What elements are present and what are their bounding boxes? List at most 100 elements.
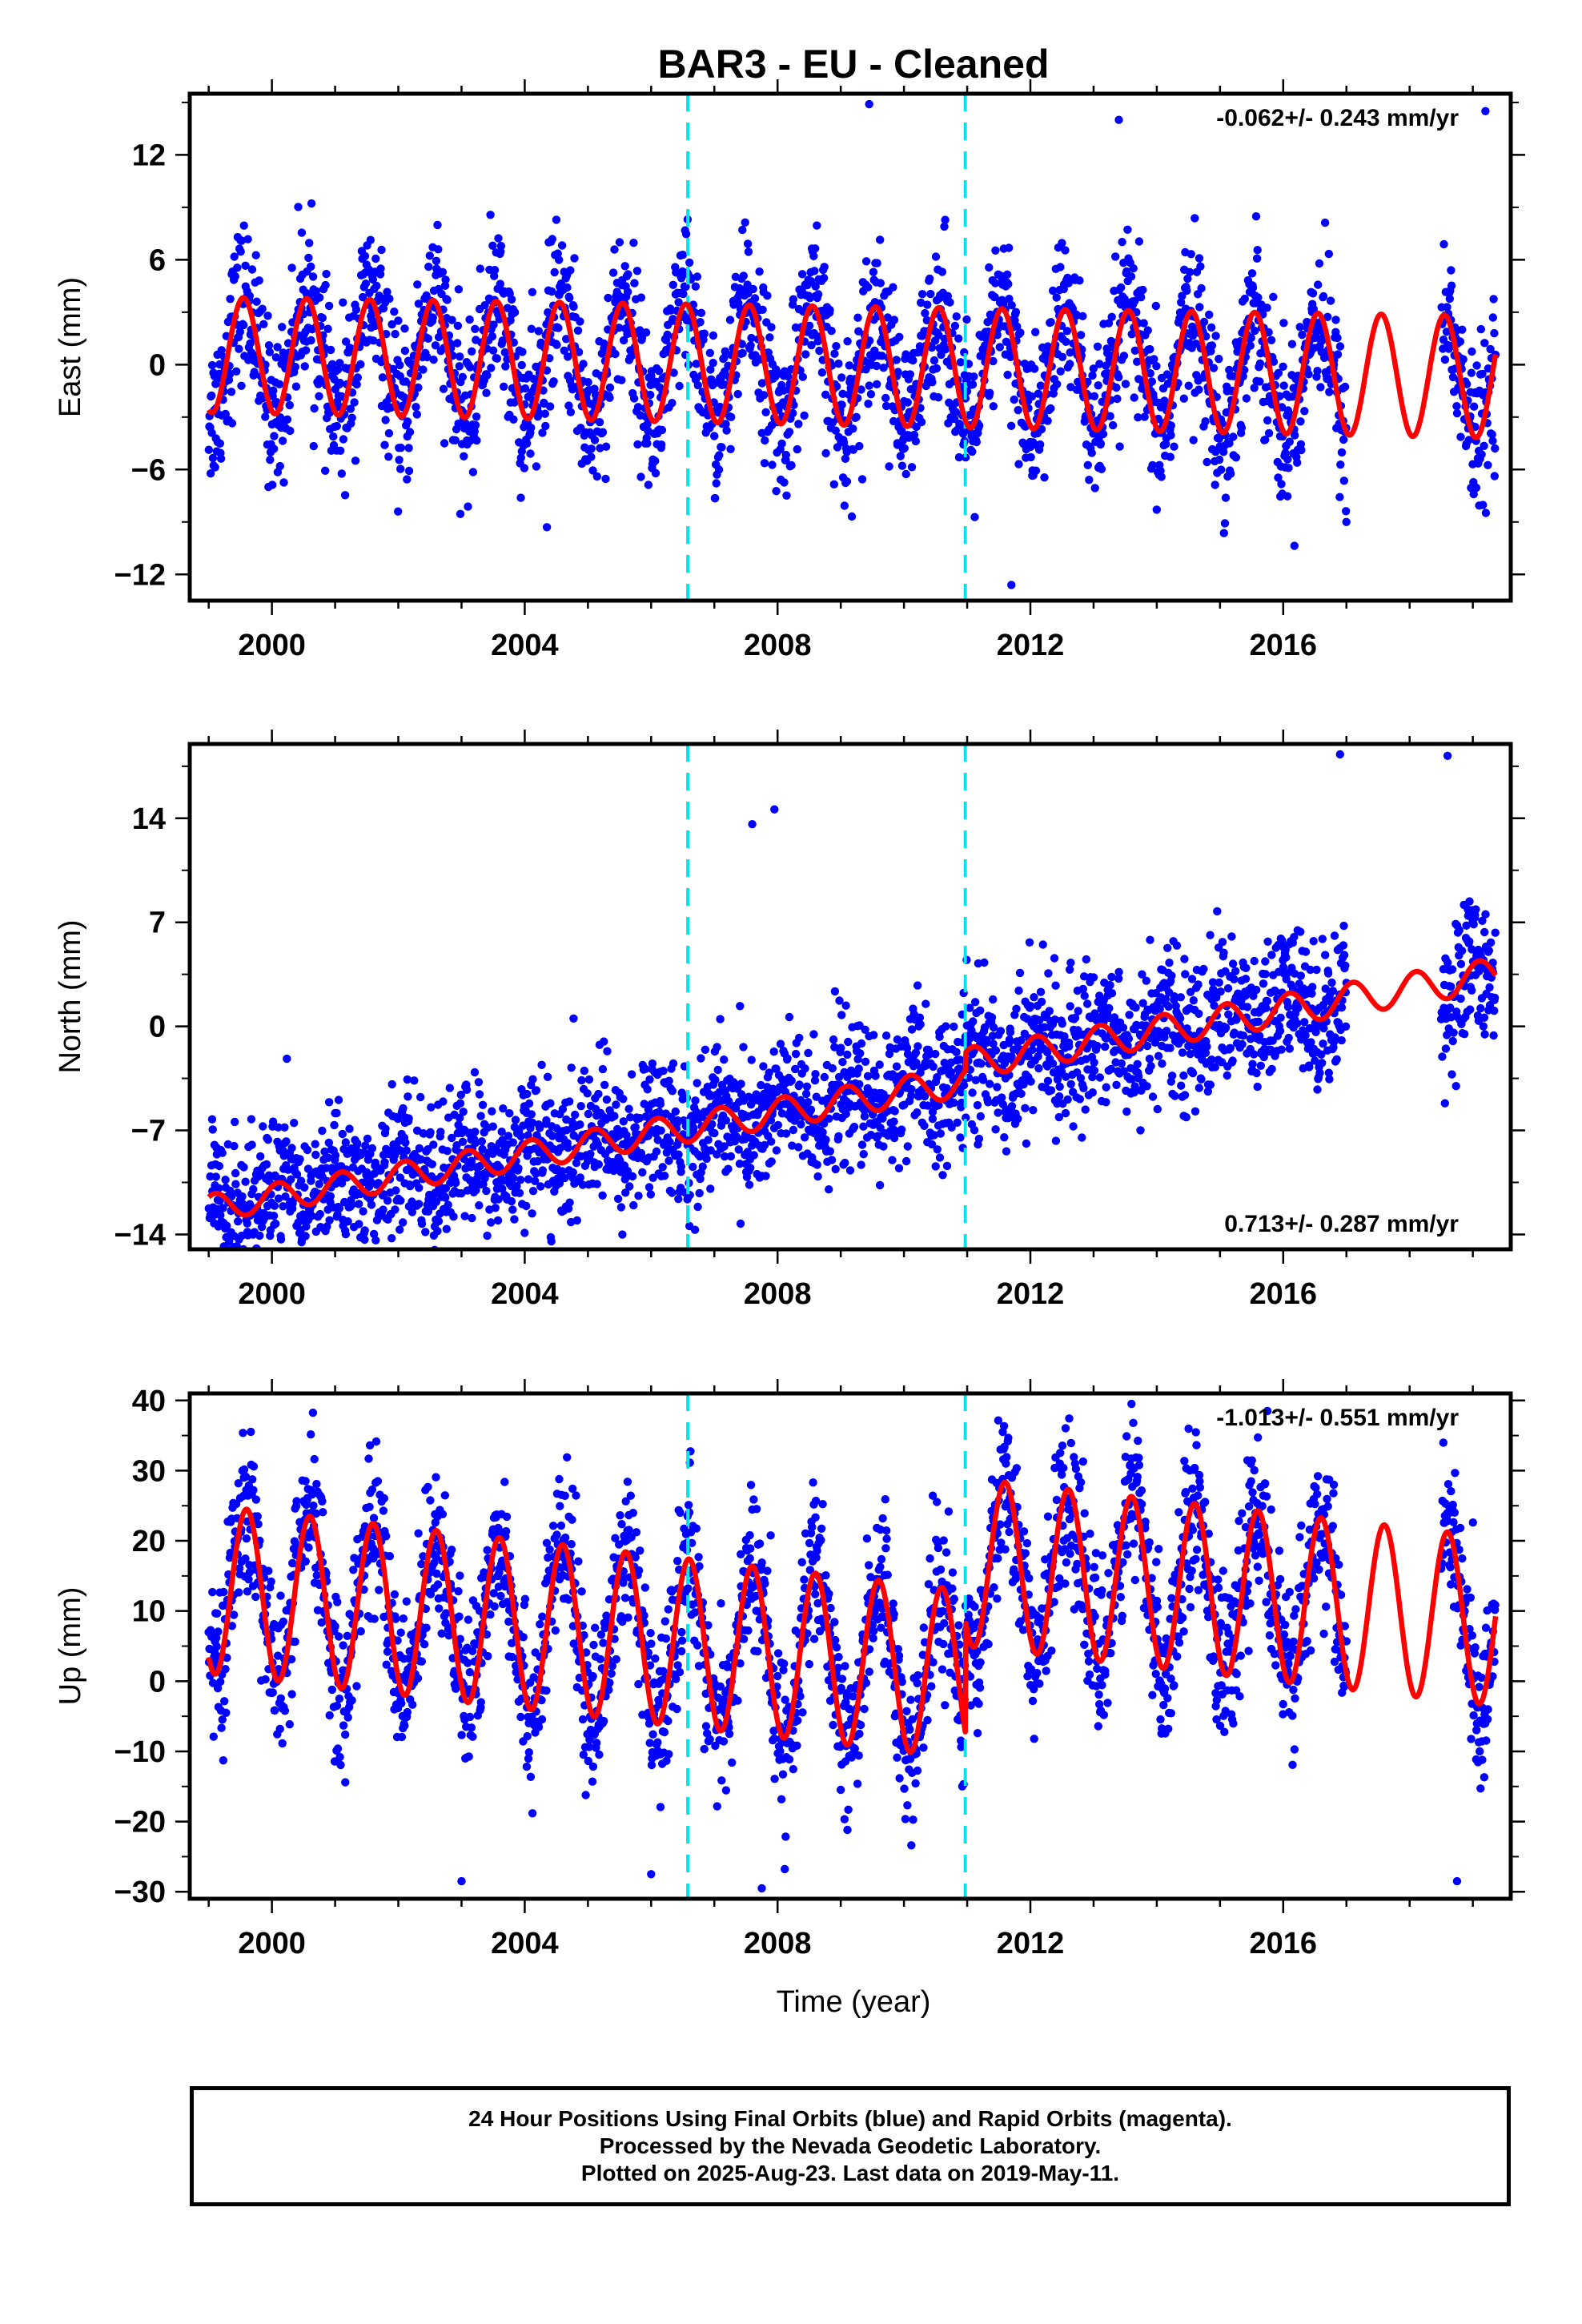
observation-point [595, 418, 604, 427]
observation-point [550, 267, 559, 277]
observation-point [613, 1194, 623, 1204]
observation-point [715, 451, 724, 460]
observation-point [1123, 225, 1132, 234]
observation-point [412, 403, 420, 412]
observation-point [669, 368, 678, 377]
observation-point [767, 1137, 776, 1146]
observation-point [907, 463, 917, 472]
north-plot-area [204, 744, 1500, 1276]
observation-point [875, 1060, 884, 1069]
observation-point [1088, 1088, 1098, 1097]
observation-point [1279, 319, 1288, 328]
observation-point [973, 1100, 982, 1110]
observation-point [1088, 371, 1097, 380]
observation-point [324, 1098, 334, 1107]
observation-point [738, 225, 747, 235]
observation-point [901, 1156, 911, 1166]
observation-point [275, 461, 284, 471]
observation-point [825, 305, 834, 315]
observation-point [777, 439, 786, 448]
observation-point [1472, 361, 1481, 370]
observation-point [452, 1141, 461, 1150]
observation-point [532, 1169, 540, 1178]
observation-point [1456, 432, 1465, 441]
observation-point [601, 474, 610, 484]
observation-point [985, 263, 994, 272]
observation-point [954, 452, 964, 462]
observation-point [709, 359, 717, 368]
observation-point [295, 1155, 304, 1164]
observation-point [970, 1126, 979, 1135]
observation-point [545, 354, 554, 363]
observation-point [416, 1092, 425, 1102]
observation-point [652, 1147, 661, 1156]
observation-point [544, 308, 552, 317]
observation-point [345, 1124, 354, 1133]
observation-point [598, 1064, 608, 1074]
observation-point [303, 1258, 311, 1266]
observation-point [466, 1163, 476, 1172]
observation-point [497, 1128, 506, 1136]
observation-point [1062, 327, 1072, 336]
observation-point [576, 1173, 584, 1182]
observation-point [552, 215, 561, 224]
observation-point [518, 348, 527, 356]
observation-point [801, 1089, 811, 1099]
observation-point [285, 400, 294, 410]
observation-point [263, 1136, 273, 1144]
observation-point [516, 453, 525, 462]
observation-point [1052, 293, 1061, 302]
observation-point [268, 1117, 278, 1126]
observation-point [207, 360, 217, 370]
observation-point [279, 478, 288, 487]
observation-point [811, 282, 820, 291]
observation-point [1014, 460, 1023, 468]
observation-point [311, 287, 320, 296]
observation-point [813, 221, 821, 230]
observation-point [239, 320, 248, 330]
observation-point [1452, 408, 1462, 418]
observation-point [794, 420, 803, 428]
observation-point [1189, 436, 1198, 444]
observation-point [1195, 1009, 1203, 1019]
observation-point [359, 1268, 367, 1276]
observation-point [440, 439, 449, 448]
observation-point [337, 469, 346, 478]
observation-point [737, 340, 746, 348]
observation-point [736, 1219, 745, 1228]
observation-point [935, 1032, 944, 1042]
east-model-line [206, 295, 1499, 440]
observation-point [428, 313, 437, 322]
observation-point [1093, 342, 1102, 351]
observation-point [468, 347, 476, 356]
observation-point [324, 1138, 333, 1148]
observation-point [516, 1255, 524, 1263]
observation-point [1308, 289, 1318, 298]
observation-point [934, 331, 943, 340]
observation-point [1106, 412, 1114, 420]
observation-point [490, 271, 499, 280]
observation-point [625, 1258, 633, 1266]
observation-point [1229, 432, 1238, 441]
observation-point [866, 390, 876, 399]
observation-point [1146, 344, 1154, 354]
observation-point [1012, 1004, 1021, 1014]
observation-point [565, 293, 574, 303]
observation-point [243, 1254, 251, 1262]
observation-point [706, 365, 715, 374]
observation-point [325, 1216, 334, 1225]
observation-point [857, 1039, 866, 1048]
observation-point [322, 269, 331, 279]
observation-point [1006, 1027, 1015, 1037]
observation-point [1181, 970, 1190, 979]
observation-point [329, 432, 338, 441]
observation-point [881, 401, 891, 411]
observation-point [380, 1158, 389, 1167]
observation-point [1290, 541, 1299, 550]
observation-point [727, 412, 736, 421]
observation-point [470, 427, 479, 436]
observation-point [1319, 292, 1328, 301]
observation-point [952, 1047, 961, 1057]
observation-point [1215, 978, 1223, 987]
observation-point [426, 1128, 435, 1137]
